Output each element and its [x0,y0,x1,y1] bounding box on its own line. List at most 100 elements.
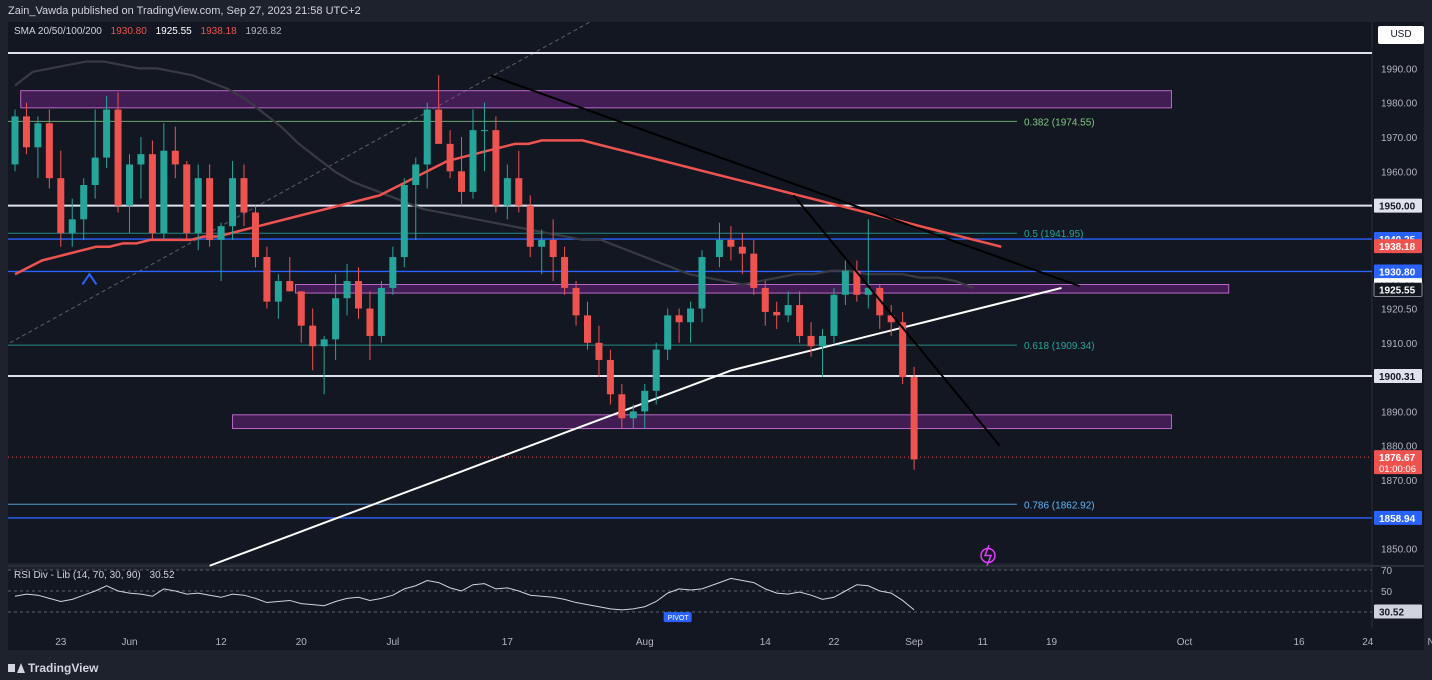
candle-body [229,178,237,227]
price-axis-bg [1372,22,1424,628]
x-tick-label: Aug [636,637,654,648]
candle-body [641,390,649,412]
candle-body [240,178,248,213]
trendline-2 [792,194,1001,447]
candle-body [876,287,884,316]
zone-3 [232,414,1172,430]
y-tick-label: 1850.00 [1381,545,1418,556]
rsi-legend-value: 30.52 [149,570,175,581]
rsi-tick: 70 [1381,566,1393,577]
alert-flash-mark [983,544,993,567]
candle-body [80,185,88,220]
y-tick-label: 1960.00 [1381,167,1418,178]
candle-body [57,178,65,234]
candle-body [784,305,792,316]
candle-body [137,154,145,165]
candle-body [629,411,637,419]
tradingview-logo[interactable]: TradingView [8,661,98,675]
pivot-label: PIVOT [668,615,690,622]
x-tick-label: 22 [828,637,840,648]
sma-value-2: 1925.55 [155,26,192,37]
candle-body [366,308,374,336]
candle-body [738,246,746,254]
tradingview-logo-icon [8,663,25,673]
candle-body [899,322,907,378]
candle-body [34,123,42,148]
x-tick-label: Jul [386,637,399,648]
price-tag-bg [1374,450,1422,475]
zone-1 [20,90,1172,109]
candle-body [309,325,317,347]
x-tick-label: 17 [502,637,514,648]
footer: TradingView [0,656,1432,680]
x-tick-label: 16 [1293,637,1305,648]
candle-body [11,116,19,165]
candle-body [675,315,683,323]
candle-body [160,150,168,234]
y-tick-label: 1990.00 [1381,64,1418,75]
price-tag-bg [1374,239,1422,254]
sma-dark-line [14,60,974,289]
fib-label: 0.382 (1974.55) [1024,117,1095,128]
candle-body [332,298,340,340]
y-tick-label: 1910.00 [1381,339,1418,350]
diagonal-dashed-line [9,21,591,344]
candle-body [664,315,672,350]
rsi-value-tag: 30.52 [1379,607,1404,618]
candle-body [584,315,591,343]
candle-body [595,342,603,360]
level-price-tag: 1930.80 [1379,267,1416,278]
x-tick-label: 23 [55,637,67,648]
level-price-tag: 1858.94 [1379,514,1416,525]
candle-body [715,239,723,258]
candle-body [526,205,534,247]
candle-body [377,287,385,336]
sma-value-3: 1938.18 [200,26,237,37]
y-tick-label: 1870.00 [1381,476,1418,487]
rsi-legend[interactable]: RSI Div - Lib (14, 70, 30, 90) 30.52 [14,570,175,581]
candle-body [698,257,706,309]
candle-body [412,164,420,186]
fib-label: 0.5 (1941.95) [1024,229,1084,240]
candle-body [687,308,695,323]
candle-body [263,257,271,302]
candle-body [103,109,111,158]
x-tick-label: 24 [1362,637,1374,648]
candle-body [286,281,294,292]
candle-body [183,164,191,234]
candle-body [274,281,282,302]
y-tick-label: 1980.00 [1381,99,1418,110]
y-tick-label: 1920.50 [1381,305,1418,316]
candle-body [750,253,758,288]
rsi-line [14,577,915,611]
currency-button[interactable]: USD [1378,26,1424,44]
fib-label: 0.786 (1862.92) [1024,500,1095,511]
candle-body [343,281,351,299]
candle-body [389,257,397,288]
candle-body [561,257,569,288]
sma-legend[interactable]: SMA 20/50/100/200 1930.80 1925.55 1938.1… [14,26,282,37]
candle-body [91,157,99,186]
candle-body [194,178,202,234]
candle-body [148,154,156,234]
y-tick-label: 1970.00 [1381,133,1418,144]
publisher-text: Zain_Vawda published on TradingView.com,… [8,5,361,17]
price-tag: 1876.67 [1379,453,1416,464]
candle-body [727,239,735,247]
sma-value-1: 1930.80 [110,26,147,37]
level-price-tag: 1900.31 [1379,372,1416,383]
candle-body [503,178,511,206]
pivot-badge [663,612,692,623]
candle-body [480,130,488,132]
candle-body [830,294,838,336]
x-tick-label: 14 [760,637,772,648]
candle-body [652,349,660,391]
candle-body [217,226,225,240]
x-tick-label: Nov [1428,637,1432,648]
publish-header: Zain_Vawda published on TradingView.com,… [0,0,1432,22]
candle-body [320,339,328,347]
trendline-1 [489,74,1081,288]
candle-body [606,359,614,395]
candle-body [126,164,133,206]
